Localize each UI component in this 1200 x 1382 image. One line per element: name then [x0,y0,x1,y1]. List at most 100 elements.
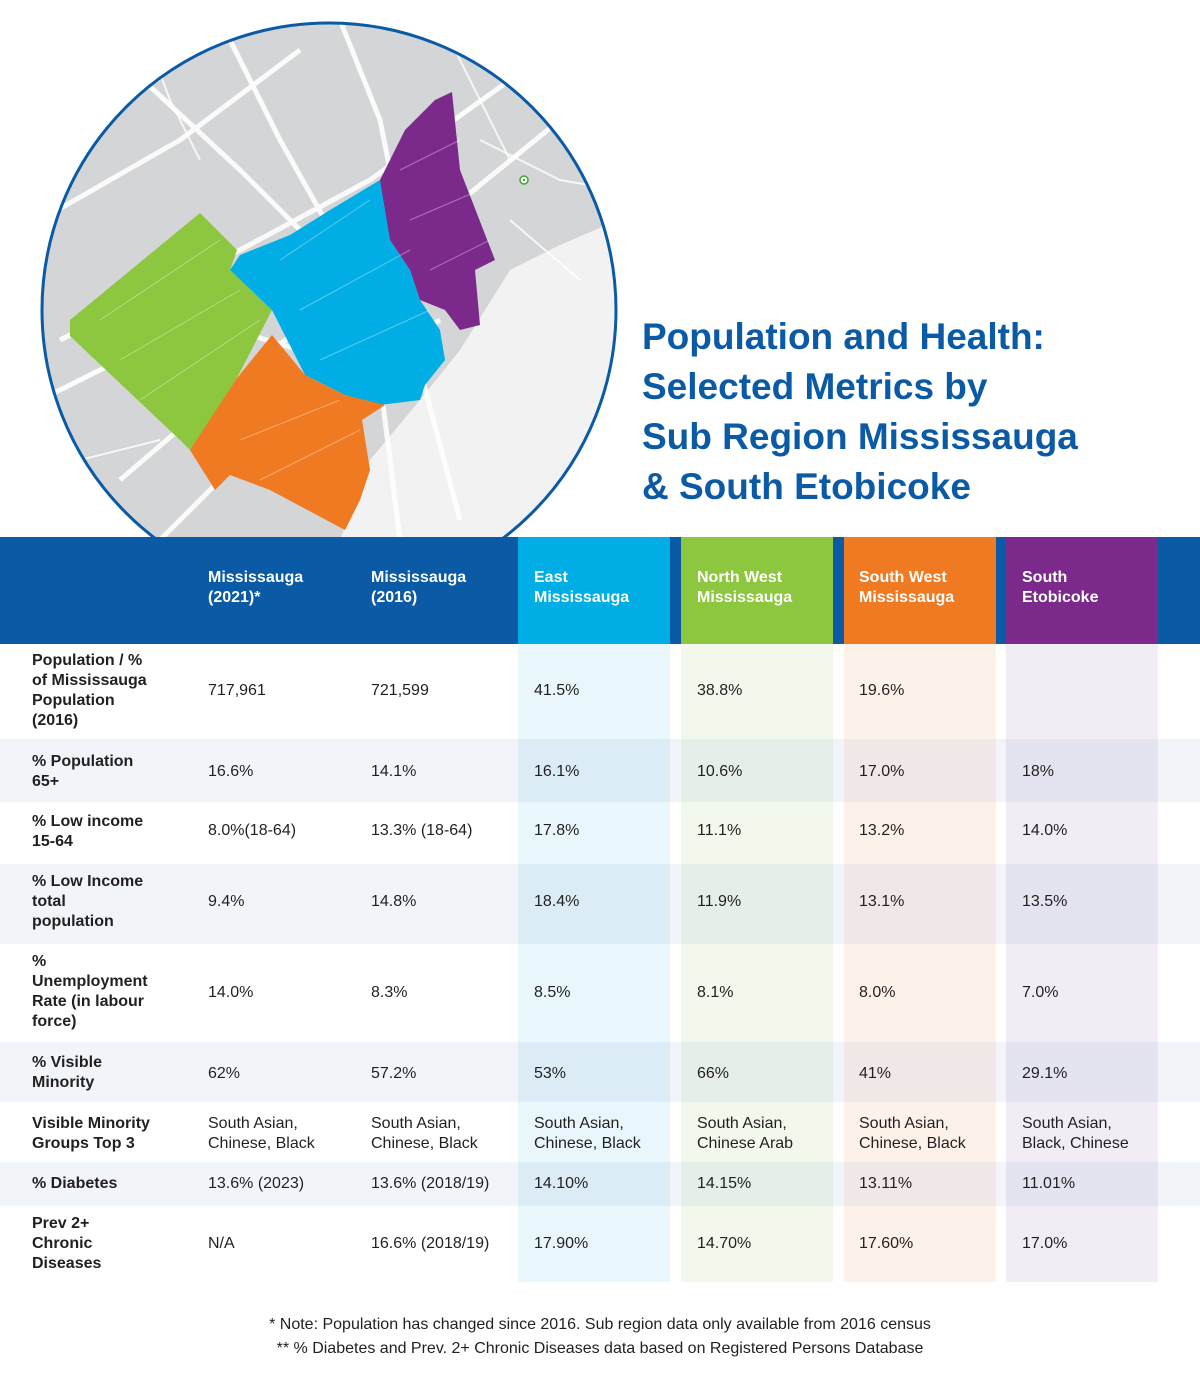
title-line: & South Etobicoke [642,466,971,507]
footnotes: * Note: Population has changed since 201… [0,1313,1200,1361]
table-cell: 14.15% [697,1175,752,1192]
column-bg-east [518,537,670,1282]
table-cell: 62% [208,1065,241,1082]
table-cell: 18.4% [534,893,580,910]
table-cell: 13.5% [1022,893,1068,910]
table-cell: 9.4% [208,893,245,910]
column-header: Mississauga (2016) [371,569,467,606]
table-cell: 16.1% [534,763,580,780]
table-row: % Population 65+ 16.6% 14.1% 16.1% 10.6%… [0,739,1200,802]
table-cell: 17.90% [534,1235,589,1252]
column-bg-south-etobicoke [1006,537,1158,1282]
column-header: North West Mississauga [697,569,793,606]
footnote: * Note: Population has changed since 201… [269,1316,931,1333]
table-cell: South Asian, Chinese Arab [697,1115,794,1152]
table-cell: 29.1% [1022,1065,1068,1082]
table-cell: 17.0% [859,763,905,780]
table-cell: South Asian, Chinese, Black [208,1115,315,1152]
map-circle-border [40,21,618,540]
column-bg-north-west [681,537,833,1282]
row-label: % Unemployment Rate (in labour force) [32,953,148,1030]
table-row: % Unemployment Rate (in labour force) 14… [0,944,1200,1042]
column-header: South West Mississauga [859,569,955,606]
table-cell: 41.5% [534,682,580,699]
row-label: % Low income 15-64 [32,813,144,850]
table-cell: 8.1% [697,984,734,1001]
table-cell: 57.2% [371,1065,417,1082]
table-cell: 717,961 [208,682,266,699]
lake-area [340,220,617,540]
table-cell: 7.0% [1022,984,1059,1001]
table-cell: 14.10% [534,1175,589,1192]
table-cell: 11.1% [697,822,742,839]
row-label: % Diabetes [32,1175,118,1192]
table-cell: 17.0% [1022,1235,1068,1252]
column-header-bg-east [518,537,670,644]
row-label: % Visible Minority [32,1054,102,1091]
column-header: Mississauga (2021)* [208,569,304,606]
region-map-graphic [40,21,618,540]
table-cell: South Asian, Chinese, Black [859,1115,966,1152]
row-label: % Population 65+ [32,753,134,790]
map-pin-icon [519,175,529,185]
table-cell: 17.8% [534,822,580,839]
table-cell: 10.6% [697,763,743,780]
page-title: Population and Health: Selected Metrics … [642,312,1182,512]
table-cell: 13.3% (18-64) [371,822,473,839]
table-cell: 38.8% [697,682,743,699]
map-region-south-west [190,335,385,530]
region-grid [99,139,491,481]
table-cell: 13.2% [859,822,905,839]
table-cell: 13.11% [859,1175,913,1192]
table-cell: 66% [697,1065,730,1082]
table-cell: 721,599 [371,682,429,699]
title-line: Selected Metrics by [642,366,988,407]
table-cell: 14.70% [697,1235,752,1252]
row-label: % Low Income total population [32,873,144,930]
table-cell: 19.6% [859,682,905,699]
map-region-east [230,180,445,405]
table-row: % Visible Minority 62% 57.2% 53% 66% 41%… [0,1042,1200,1102]
table-cell: 13.6% (2018/19) [371,1175,490,1192]
table-cell: 8.0%(18-64) [208,822,297,839]
table-cell: N/A [208,1235,235,1252]
column-bg-south-west [844,537,996,1282]
table-cell: South Asian, Black, Chinese [1022,1115,1129,1152]
table-cell: 13.6% (2023) [208,1175,305,1192]
row-label: Population / % of Mississauga Population… [32,652,147,729]
table-cell: 14.1% [371,763,417,780]
table-row: % Low Income total population 9.4% 14.8%… [0,864,1200,944]
table-cell: South Asian, Chinese, Black [534,1115,641,1152]
column-header-bg-south-etobicoke [1006,537,1158,644]
table-cell: 41% [859,1065,892,1082]
table-row: Prev 2+ Chronic Diseases N/A 16.6% (2018… [0,1206,1200,1282]
table-row: % Diabetes 13.6% (2023) 13.6% (2018/19) … [0,1162,1200,1206]
region-map [40,20,618,540]
table-cell: 11.01% [1022,1175,1076,1192]
table-cell: 14.0% [208,984,254,1001]
title-line: Sub Region Mississauga [642,416,1078,457]
map-region-north-west [70,213,272,450]
column-header-bg-north-west [681,537,833,644]
column-header-bg-south-west [844,537,996,644]
column-header: East Mississauga [534,569,630,606]
table-cell: 14.0% [1022,822,1068,839]
table-cell: 13.1% [859,893,905,910]
table-cell: 11.9% [697,893,742,910]
map-region-south-etobicoke [380,92,495,330]
column-header: South Etobicoke [1022,569,1099,606]
table-cell: 8.5% [534,984,571,1001]
table-cell: South Asian, Chinese, Black [371,1115,478,1152]
title-line: Population and Health: [642,316,1045,357]
table-cell: 14.8% [371,893,417,910]
row-label: Prev 2+ Chronic Diseases [32,1215,102,1272]
table-cell: 18% [1022,763,1055,780]
table-cell: 8.3% [371,984,408,1001]
table-cell: 17.60% [859,1235,914,1252]
table-cell: 8.0% [859,984,896,1001]
table-row: Visible Minority Groups Top 3 South Asia… [0,1102,1200,1162]
row-label: Visible Minority Groups Top 3 [32,1115,150,1152]
footnote: ** % Diabetes and Prev. 2+ Chronic Disea… [276,1340,924,1357]
table-row: % Low income 15-64 8.0%(18-64) 13.3% (18… [0,802,1200,864]
table-cell: 53% [534,1065,567,1082]
